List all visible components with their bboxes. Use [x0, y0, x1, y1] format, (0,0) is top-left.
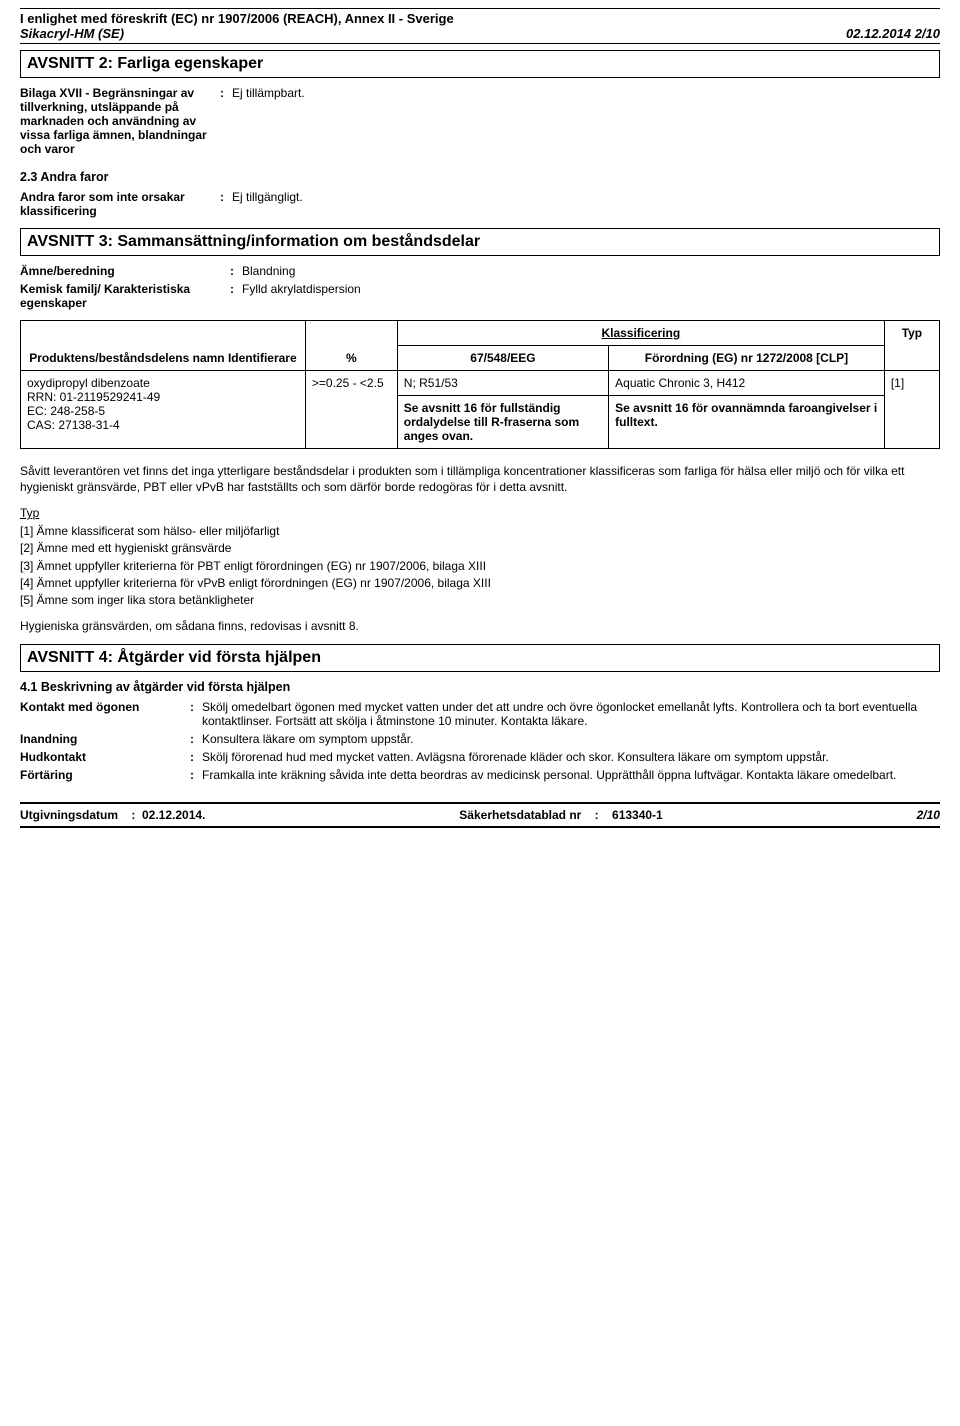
typ-3: [3] Ämnet uppfyller kriterierna för PBT … — [20, 558, 940, 575]
chemfamily-row: Kemisk familj/ Karakteristiska egenskape… — [20, 282, 940, 310]
chemfamily-label: Kemisk familj/ Karakteristiska egenskape… — [20, 282, 230, 310]
other-hazards-row: Andra faror som inte orsakar klassificer… — [20, 190, 940, 218]
annex17-value: Ej tillämpbart. — [232, 86, 940, 156]
colon: : — [190, 768, 202, 782]
typ-1: [1] Ämne klassificerat som hälso- eller … — [20, 523, 940, 540]
footer-issue: Utgivningsdatum : 02.12.2014. — [20, 808, 205, 822]
eye-row: Kontakt med ögonen : Skölj omedelbart ög… — [20, 700, 940, 728]
ingest-row: Förtäring : Framkalla inte kräkning såvi… — [20, 768, 940, 782]
issue-value: 02.12.2014. — [142, 808, 205, 822]
issue-label: Utgivningsdatum — [20, 808, 118, 822]
sub-4-1: 4.1 Beskrivning av åtgärder vid första h… — [20, 680, 940, 694]
cell-eec-note: Se avsnitt 16 för fullständig ordalydels… — [397, 396, 608, 449]
annex17-label: Bilaga XVII - Begränsningar av tillverkn… — [20, 86, 220, 156]
colon: : — [190, 700, 202, 728]
hyg-line: Hygieniska gränsvärden, om sådana finns,… — [20, 618, 940, 634]
colon: : — [190, 750, 202, 764]
cell-typ: [1] — [884, 371, 939, 449]
section2-title: AVSNITT 2: Farliga egenskaper — [20, 50, 940, 78]
inhale-value: Konsultera läkare om symptom uppstår. — [202, 732, 940, 746]
other-hazards-label: Andra faror som inte orsakar klassificer… — [20, 190, 220, 218]
colon: : — [230, 282, 242, 310]
sub-2-3: 2.3 Andra faror — [20, 170, 940, 184]
doc-header-row: Sikacryl-HM (SE) 02.12.2014 2/10 — [20, 26, 940, 44]
skin-label: Hudkontakt — [20, 750, 190, 764]
composition-table: Produktens/beståndsdelens namn Identifie… — [20, 320, 940, 449]
col-typ: Typ — [884, 321, 939, 371]
typ-5: [5] Ämne som inger lika stora betänkligh… — [20, 592, 940, 609]
cell-clp: Aquatic Chronic 3, H412 — [609, 371, 885, 396]
cell-eec: N; R51/53 — [397, 371, 608, 396]
col-pct: % — [305, 321, 397, 371]
table-row: oxydipropyl dibenzoate RRN: 01-211952924… — [21, 371, 940, 396]
footer-sds: Säkerhetsdatablad nr : 613340-1 — [459, 808, 662, 822]
colon: : — [220, 86, 232, 156]
date-page: 02.12.2014 2/10 — [846, 26, 940, 41]
cell-name: oxydipropyl dibenzoate RRN: 01-211952924… — [21, 371, 306, 449]
substance-value: Blandning — [242, 264, 940, 278]
ingest-value: Framkalla inte kräkning såvida inte dett… — [202, 768, 940, 782]
other-hazards-value: Ej tillgängligt. — [232, 190, 940, 218]
col-67548: 67/548/EEG — [397, 346, 608, 371]
colon: : — [190, 732, 202, 746]
regulation-line: I enlighet med föreskrift (EC) nr 1907/2… — [20, 8, 940, 26]
section3-title: AVSNITT 3: Sammansättning/information om… — [20, 228, 940, 256]
sds-label: Säkerhetsdatablad nr — [459, 808, 581, 822]
substance-label: Ämne/beredning — [20, 264, 230, 278]
col-classification: Klassificering — [601, 326, 680, 340]
inhale-label: Inandning — [20, 732, 190, 746]
colon: : — [230, 264, 242, 278]
annex17-row: Bilaga XVII - Begränsningar av tillverkn… — [20, 86, 940, 156]
chemfamily-value: Fylld akrylatdispersion — [242, 282, 940, 310]
cell-clp-note: Se avsnitt 16 för ovannämnda faroangivel… — [609, 396, 885, 449]
eye-value: Skölj omedelbart ögonen med mycket vatte… — [202, 700, 940, 728]
sds-value: 613340-1 — [612, 808, 663, 822]
section4-title: AVSNITT 4: Åtgärder vid första hjälpen — [20, 644, 940, 672]
section3-para1: Såvitt leverantören vet finns det inga y… — [20, 463, 940, 495]
skin-value: Skölj förorenad hud med mycket vatten. A… — [202, 750, 940, 764]
colon: : — [220, 190, 232, 218]
inhale-row: Inandning : Konsultera läkare om symptom… — [20, 732, 940, 746]
ingest-label: Förtäring — [20, 768, 190, 782]
footer-page: 2/10 — [917, 808, 940, 822]
page-footer: Utgivningsdatum : 02.12.2014. Säkerhetsd… — [20, 802, 940, 828]
typ-2: [2] Ämne med ett hygieniskt gränsvärde — [20, 540, 940, 557]
product-name: Sikacryl-HM (SE) — [20, 26, 124, 41]
eye-label: Kontakt med ögonen — [20, 700, 190, 728]
col-name: Produktens/beståndsdelens namn Identifie… — [21, 321, 306, 371]
substance-row: Ämne/beredning : Blandning — [20, 264, 940, 278]
skin-row: Hudkontakt : Skölj förorenad hud med myc… — [20, 750, 940, 764]
typ-heading: Typ — [20, 505, 940, 522]
col-clp: Förordning (EG) nr 1272/2008 [CLP] — [609, 346, 885, 371]
typ-4: [4] Ämnet uppfyller kriterierna för vPvB… — [20, 575, 940, 592]
cell-pct: >=0.25 - <2.5 — [305, 371, 397, 449]
